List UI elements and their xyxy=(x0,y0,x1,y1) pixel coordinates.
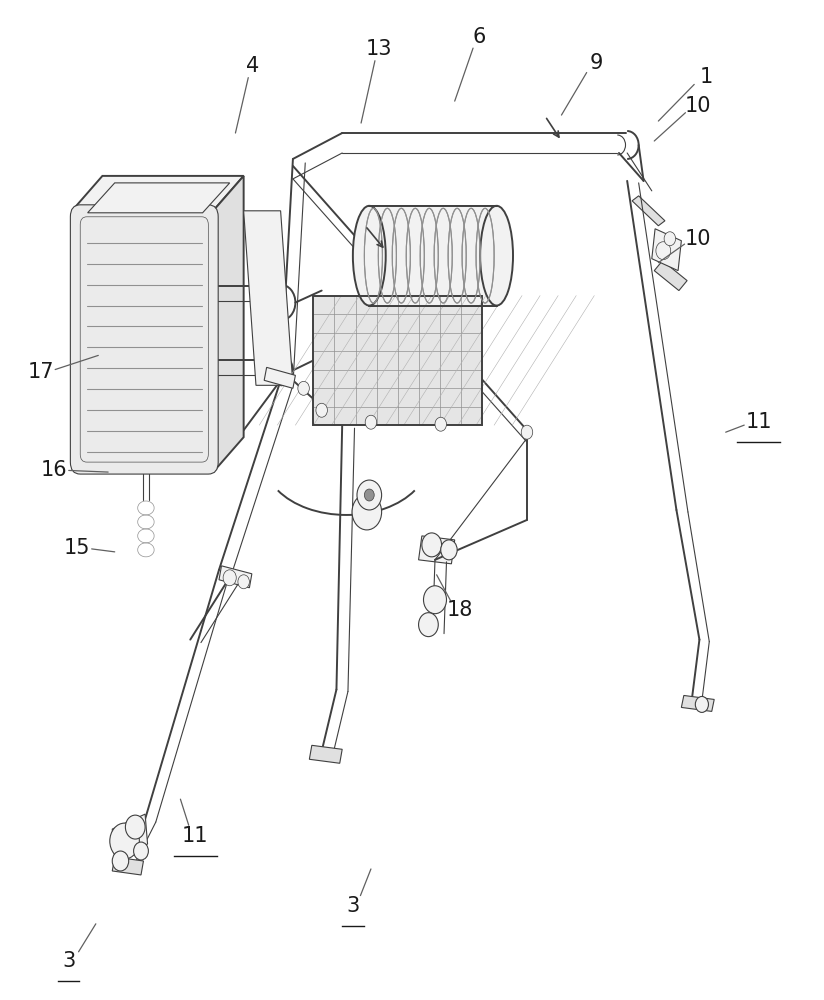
Circle shape xyxy=(112,851,129,871)
Circle shape xyxy=(656,242,671,260)
Text: 16: 16 xyxy=(40,460,68,480)
Text: 4: 4 xyxy=(246,56,260,76)
Circle shape xyxy=(297,381,309,395)
Circle shape xyxy=(364,489,374,501)
Polygon shape xyxy=(87,183,230,213)
Text: 10: 10 xyxy=(685,229,711,249)
Ellipse shape xyxy=(353,206,386,306)
Polygon shape xyxy=(219,566,252,588)
Circle shape xyxy=(424,586,447,614)
Circle shape xyxy=(435,417,447,431)
Polygon shape xyxy=(244,211,293,385)
Circle shape xyxy=(441,540,457,560)
Text: 3: 3 xyxy=(346,896,359,916)
Text: 17: 17 xyxy=(27,362,54,382)
Circle shape xyxy=(522,425,533,439)
Circle shape xyxy=(695,696,709,712)
Text: 13: 13 xyxy=(366,39,392,59)
Polygon shape xyxy=(654,261,687,291)
Text: 9: 9 xyxy=(589,53,602,73)
Ellipse shape xyxy=(480,206,513,306)
Text: 10: 10 xyxy=(685,96,711,116)
Text: 6: 6 xyxy=(473,27,486,47)
Bar xyxy=(313,296,482,425)
Polygon shape xyxy=(652,229,681,271)
Polygon shape xyxy=(369,206,497,306)
Text: 3: 3 xyxy=(62,951,75,971)
Circle shape xyxy=(357,480,382,510)
Polygon shape xyxy=(112,857,143,875)
Circle shape xyxy=(110,823,139,859)
Circle shape xyxy=(238,575,250,589)
Circle shape xyxy=(352,494,382,530)
Circle shape xyxy=(223,570,236,586)
Polygon shape xyxy=(632,196,665,226)
Circle shape xyxy=(664,232,676,246)
Text: 18: 18 xyxy=(447,600,473,620)
Polygon shape xyxy=(309,745,342,763)
Polygon shape xyxy=(73,209,215,470)
Polygon shape xyxy=(215,176,244,470)
Circle shape xyxy=(133,842,148,860)
Polygon shape xyxy=(681,695,714,711)
Polygon shape xyxy=(112,814,147,859)
Circle shape xyxy=(316,403,327,417)
Polygon shape xyxy=(419,536,455,564)
Text: 11: 11 xyxy=(745,412,772,432)
Polygon shape xyxy=(73,176,244,209)
Bar xyxy=(313,296,482,425)
Text: 1: 1 xyxy=(700,67,713,87)
Text: 11: 11 xyxy=(182,826,208,846)
FancyBboxPatch shape xyxy=(70,205,218,474)
Text: 15: 15 xyxy=(63,538,90,558)
Circle shape xyxy=(125,815,145,839)
Polygon shape xyxy=(265,367,295,388)
Circle shape xyxy=(419,613,438,637)
Circle shape xyxy=(422,533,442,557)
Circle shape xyxy=(365,415,377,429)
